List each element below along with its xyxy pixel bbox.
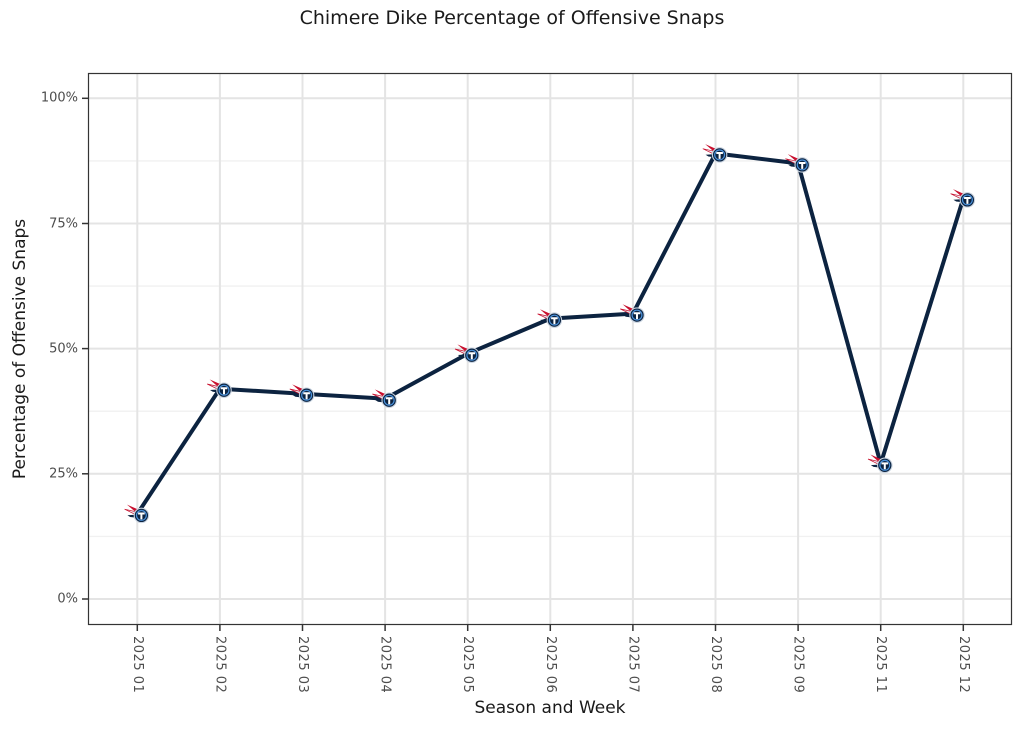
x-tick-label: 2025 09: [790, 636, 806, 694]
y-tick-label: 25%: [49, 466, 78, 482]
x-tick-label: 2025 08: [708, 636, 723, 694]
x-axis-title: Season and Week: [474, 698, 626, 718]
plot-area: [82, 72, 1013, 631]
x-tick-label: 2025 06: [542, 636, 558, 694]
gridlines-major: [88, 73, 1012, 625]
panel-border: [87, 72, 1013, 626]
x-tick-label: 2025 07: [625, 636, 641, 694]
y-tick-label: 0%: [57, 591, 78, 607]
y-tick-label: 75%: [49, 216, 78, 231]
axis-ticks: [82, 97, 965, 631]
x-tick-label: 2025 03: [295, 636, 310, 694]
x-tick-label: 2025 01: [129, 636, 145, 694]
x-tick-label: 2025 11: [873, 636, 889, 694]
chart-title: Chimere Dike Percentage of Offensive Sna…: [299, 7, 725, 29]
x-tick-label: 2025 12: [955, 636, 971, 694]
y-tick-label: 100%: [40, 90, 78, 106]
x-tick-label: 2025 05: [460, 636, 476, 694]
y-tick-label: 50%: [49, 341, 78, 357]
x-tick-label: 2025 02: [212, 636, 228, 694]
x-tick-label: 2025 04: [377, 636, 393, 694]
